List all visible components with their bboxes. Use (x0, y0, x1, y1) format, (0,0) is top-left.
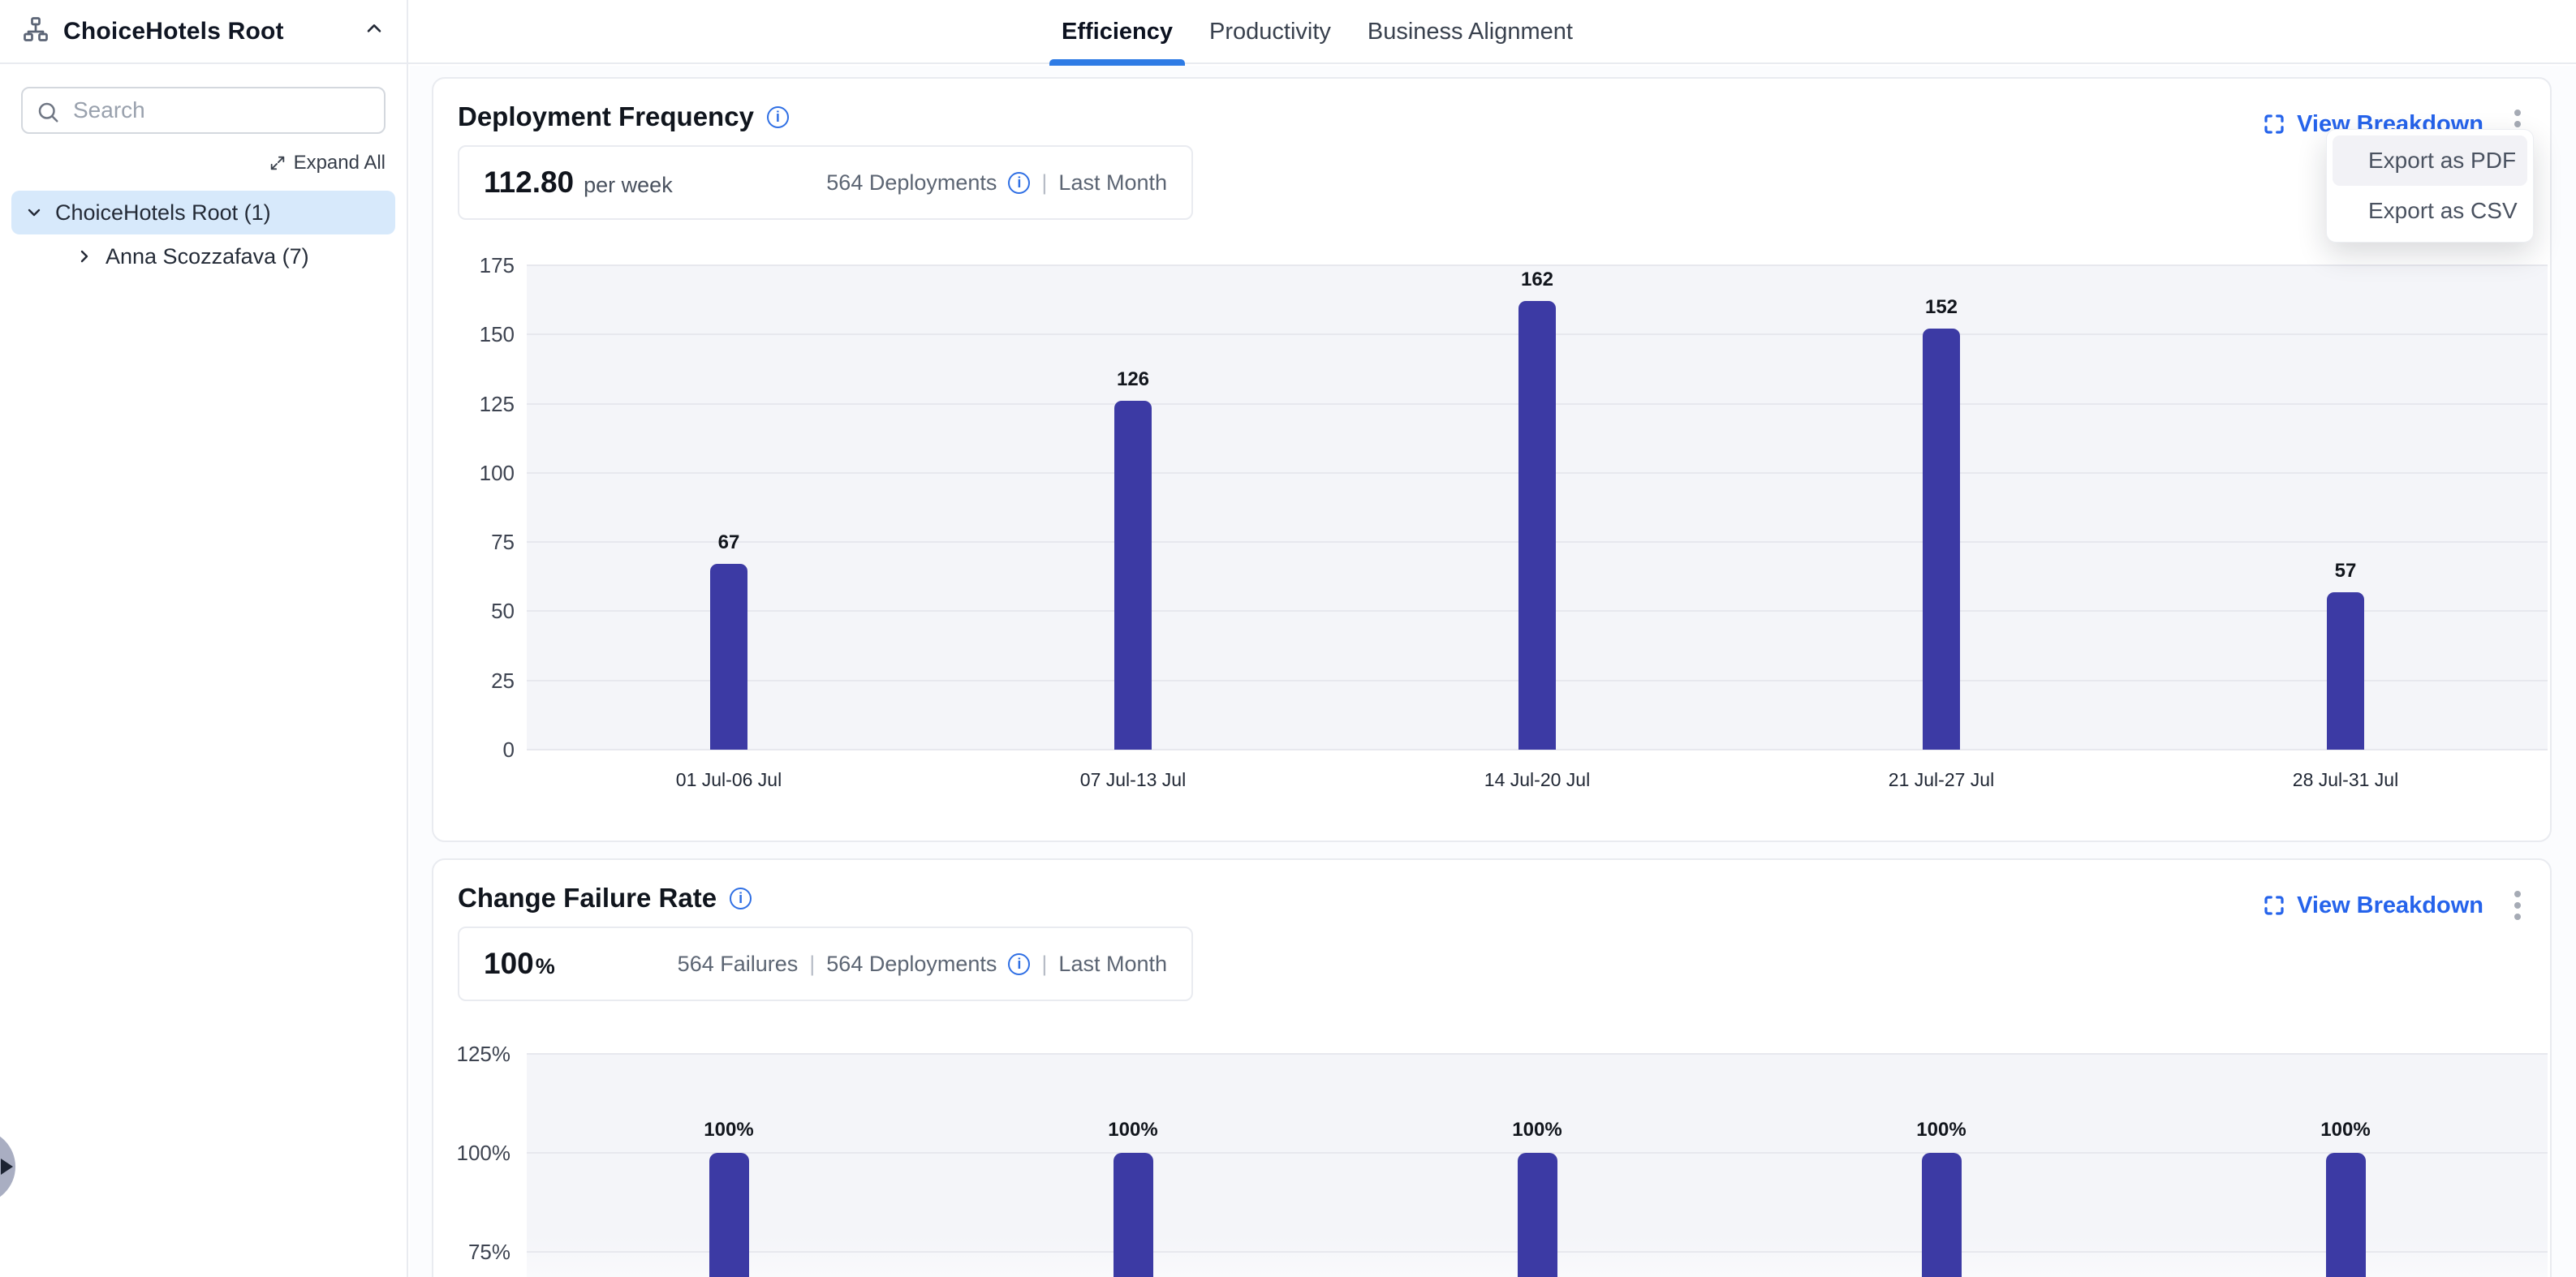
tree-node-label: Anna Scozzafava (7) (106, 243, 309, 269)
y-axis-tick-label: 100 (479, 460, 515, 485)
info-icon[interactable] (766, 105, 789, 128)
org-sidebar: ChoiceHotels Root Expand All (0, 0, 408, 1277)
chevron-down-icon (28, 209, 41, 217)
bar[interactable] (710, 564, 747, 750)
stat-meta-deployments: 564 Deployments (826, 951, 997, 976)
y-axis-tick-label: 125 (479, 391, 515, 416)
y-axis-tick-label: 75 (491, 530, 515, 555)
separator: | (809, 951, 816, 976)
sidebar-header: ChoiceHotels Root (0, 0, 407, 64)
menu-item-label: Export as PDF (2368, 148, 2517, 173)
menu-item-export-pdf[interactable]: Export as PDF (2333, 135, 2527, 186)
stat-meta-period: Last Month (1058, 951, 1167, 976)
stat-unit: % (535, 954, 555, 978)
change-failure-rate-card: Change Failure Rate View Breakdown 100 % (432, 858, 2552, 1277)
tree-node-label: ChoiceHotels Root (1) (55, 200, 271, 225)
top-tab-bar: Efficiency Productivity Business Alignme… (408, 0, 2576, 66)
menu-item-export-csv[interactable]: Export as CSV (2333, 186, 2527, 236)
y-axis-tick-label: 0 (502, 737, 515, 762)
sidebar-search (21, 87, 386, 134)
bar[interactable] (1921, 1153, 1962, 1277)
stat-summary: 100 % 564 Failures | 564 Deployments | L… (458, 927, 1193, 1001)
bar[interactable] (1114, 401, 1152, 750)
tab-business-alignment[interactable]: Business Alignment (1367, 19, 1573, 45)
y-axis-tick-label: 150 (479, 322, 515, 347)
bar-value-label: 67 (717, 531, 740, 554)
kebab-menu-button[interactable] (2506, 886, 2529, 925)
bar-value-label: 100% (2320, 1119, 2371, 1141)
deployment-frequency-card: Deployment Frequency View Breakdown 112.… (432, 77, 2552, 842)
stat-meta-deployments: 564 Deployments (826, 170, 997, 195)
bar-value-label: 100% (704, 1119, 754, 1141)
bar[interactable] (1923, 329, 1960, 750)
x-axis-label: 01 Jul-06 Jul (675, 769, 782, 790)
chevron-right-icon (80, 250, 88, 263)
tab-efficiency[interactable]: Efficiency (1049, 0, 1185, 66)
bar[interactable] (2325, 1153, 2366, 1277)
gridline (527, 264, 2548, 266)
bar[interactable] (1518, 301, 1556, 750)
deployment-frequency-chart: 0 25 50 75 100 125 150 175 67 01 Jul-06 Jul 126 07 … (480, 253, 2548, 790)
bar[interactable] (709, 1153, 749, 1277)
collapse-panel-chevron-up-icon[interactable] (363, 18, 386, 45)
info-icon[interactable] (730, 887, 752, 909)
gridline (527, 749, 2548, 750)
x-axis-label: 28 Jul-31 Jul (2292, 769, 2399, 790)
sidebar-title: ChoiceHotels Root (63, 17, 284, 45)
tree-node-child[interactable]: Anna Scozzafava (7) (11, 234, 395, 278)
y-axis-tick-label: 175 (479, 253, 515, 277)
triangle-right-icon (1, 1159, 13, 1175)
menu-item-label: Export as CSV (2368, 198, 2518, 223)
y-axis-tick-label: 25 (491, 668, 515, 693)
view-breakdown-link[interactable]: View Breakdown (2262, 892, 2483, 919)
bar-value-label: 126 (1116, 368, 1150, 391)
bar[interactable] (1517, 1153, 1557, 1277)
bar[interactable] (2327, 591, 2364, 750)
y-axis-tick-label: 50 (491, 599, 515, 624)
x-axis-label: 07 Jul-13 Jul (1079, 769, 1187, 790)
expand-corners-icon (2264, 114, 2284, 134)
info-icon[interactable] (1008, 171, 1031, 194)
bar-value-label: 57 (2334, 559, 2357, 582)
stat-value: 100 (484, 947, 534, 980)
view-breakdown-label: View Breakdown (2297, 892, 2483, 918)
expand-all-label: Expand All (293, 152, 386, 174)
separator: | (1041, 170, 1048, 195)
bar-value-label: 100% (1108, 1119, 1158, 1141)
bar-value-label: 162 (1520, 269, 1554, 291)
gridline (527, 1053, 2548, 1055)
x-axis-label: 21 Jul-27 Jul (1888, 769, 1995, 790)
tree-node-root[interactable]: ChoiceHotels Root (1) (11, 191, 395, 234)
bar-value-label: 152 (1924, 296, 1958, 319)
expand-arrows-icon (270, 156, 284, 170)
stat-meta-failures: 564 Failures (677, 951, 799, 976)
x-axis-label: 14 Jul-20 Jul (1484, 769, 1591, 790)
stat-meta-period: Last Month (1058, 170, 1167, 195)
bar[interactable] (1113, 1153, 1153, 1277)
card-title: Deployment Frequency (458, 101, 754, 131)
export-menu: Export as PDF Export as CSV (2326, 129, 2534, 243)
tab-group: Efficiency Productivity Business Alignme… (1049, 0, 1573, 66)
y-axis-tick-label: 75% (467, 1240, 510, 1264)
info-icon[interactable] (1008, 952, 1031, 975)
y-axis-tick-label: 100% (456, 1141, 511, 1165)
change-failure-rate-chart: 125% 100% 75% 100% 100% 100% 100% 100% (457, 1042, 2548, 1277)
y-axis-tick-label: 125% (456, 1042, 511, 1066)
card-title: Change Failure Rate (458, 883, 717, 913)
expand-corners-icon (2264, 896, 2284, 915)
search-icon (38, 102, 58, 123)
separator: | (1041, 951, 1048, 976)
dashboard-content: Deployment Frequency View Breakdown 112.… (410, 66, 2576, 1277)
bar-value-label: 100% (1916, 1119, 1966, 1141)
stat-value: 112.80 (484, 166, 575, 199)
search-input[interactable] (23, 88, 384, 132)
expand-all-button[interactable]: Expand All (21, 152, 386, 174)
stat-summary: 112.80 per week 564 Deployments | Last M… (458, 145, 1193, 220)
stat-unit: per week (584, 173, 673, 197)
tab-productivity[interactable]: Productivity (1209, 19, 1331, 45)
bar-value-label: 100% (1512, 1119, 1562, 1141)
org-hierarchy-icon (21, 15, 50, 48)
org-tree: ChoiceHotels Root (1) Anna Scozzafava (7… (0, 191, 407, 278)
